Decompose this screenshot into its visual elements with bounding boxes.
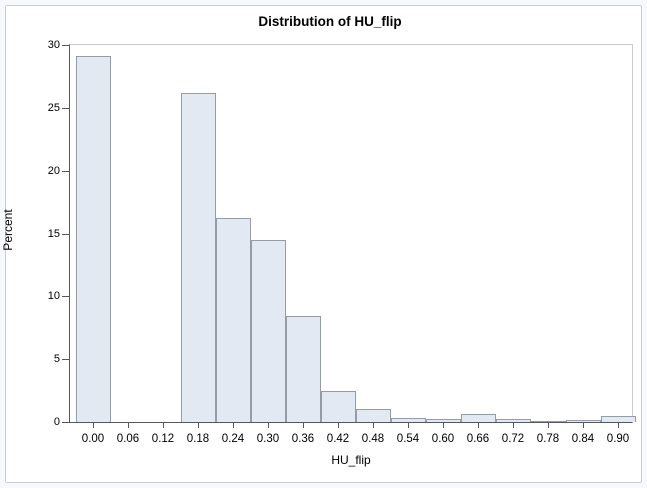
y-tick-mark (62, 422, 69, 423)
x-tick-label: 0.78 (536, 433, 560, 445)
histogram-bar (496, 419, 531, 422)
y-tick-mark (62, 108, 69, 109)
x-tick-label: 0.12 (151, 433, 175, 445)
histogram-bar (356, 409, 391, 422)
y-tick-label: 30 (47, 39, 60, 51)
histogram-bar (216, 218, 251, 422)
histogram-bar (181, 93, 216, 422)
x-tick-mark (303, 423, 304, 428)
x-tick-mark (198, 423, 199, 428)
x-tick-mark (548, 423, 549, 428)
y-tick-label: 25 (47, 102, 60, 114)
x-tick-label: 0.30 (256, 433, 280, 445)
y-tick-label: 0 (53, 416, 60, 428)
x-tick-label: 0.42 (326, 433, 350, 445)
x-tick-label: 0.06 (116, 433, 140, 445)
x-tick-mark (128, 423, 129, 428)
x-tick-label: 0.66 (466, 433, 490, 445)
y-tick-label: 20 (47, 165, 60, 177)
x-tick-mark (513, 423, 514, 428)
x-tick-label: 0.36 (291, 433, 315, 445)
histogram-bar (426, 419, 461, 422)
y-tick-label: 10 (47, 290, 60, 302)
x-tick-label: 0.18 (186, 433, 210, 445)
x-tick-label: 0.00 (81, 433, 105, 445)
chart-title: Distribution of HU_flip (258, 14, 402, 29)
x-tick-label: 0.24 (221, 433, 245, 445)
x-tick-mark (268, 423, 269, 428)
x-tick-label: 0.84 (571, 433, 595, 445)
y-tick-label: 15 (47, 228, 60, 240)
histogram-bar (566, 420, 601, 422)
histogram-bar (461, 414, 496, 422)
y-tick-mark (62, 45, 69, 46)
x-tick-mark (233, 423, 234, 428)
x-tick-label: 0.54 (396, 433, 420, 445)
histogram-bar (601, 416, 636, 422)
histogram-bar (251, 240, 286, 422)
x-tick-mark (478, 423, 479, 428)
y-tick-mark (62, 171, 69, 172)
x-tick-label: 0.48 (361, 433, 385, 445)
x-tick-mark (93, 423, 94, 428)
x-tick-mark (443, 423, 444, 428)
x-tick-mark (373, 423, 374, 428)
y-tick-mark (62, 296, 69, 297)
x-tick-mark (618, 423, 619, 428)
histogram-bar (321, 391, 356, 422)
x-tick-label: 0.72 (501, 433, 525, 445)
y-tick-mark (62, 234, 69, 235)
plot-area: 0 5 10 15 20 25 30 0.00 0.06 0.12 0.18 0.24 0.30 0.36… (48, 39, 636, 445)
histogram-bar (391, 418, 426, 422)
y-tick-mark (62, 359, 69, 360)
x-tick-mark (583, 423, 584, 428)
x-tick-mark (408, 423, 409, 428)
x-tick-mark (338, 423, 339, 428)
histogram-bar (286, 316, 321, 422)
y-tick-label: 5 (53, 353, 60, 365)
histogram-bar (531, 421, 566, 422)
histogram-bar (76, 56, 111, 422)
x-axis-label: HU_flip (331, 453, 371, 467)
x-tick-label: 0.90 (606, 433, 630, 445)
x-tick-label: 0.60 (431, 433, 455, 445)
x-tick-mark (163, 423, 164, 428)
y-axis-label: Percent (1, 209, 15, 251)
